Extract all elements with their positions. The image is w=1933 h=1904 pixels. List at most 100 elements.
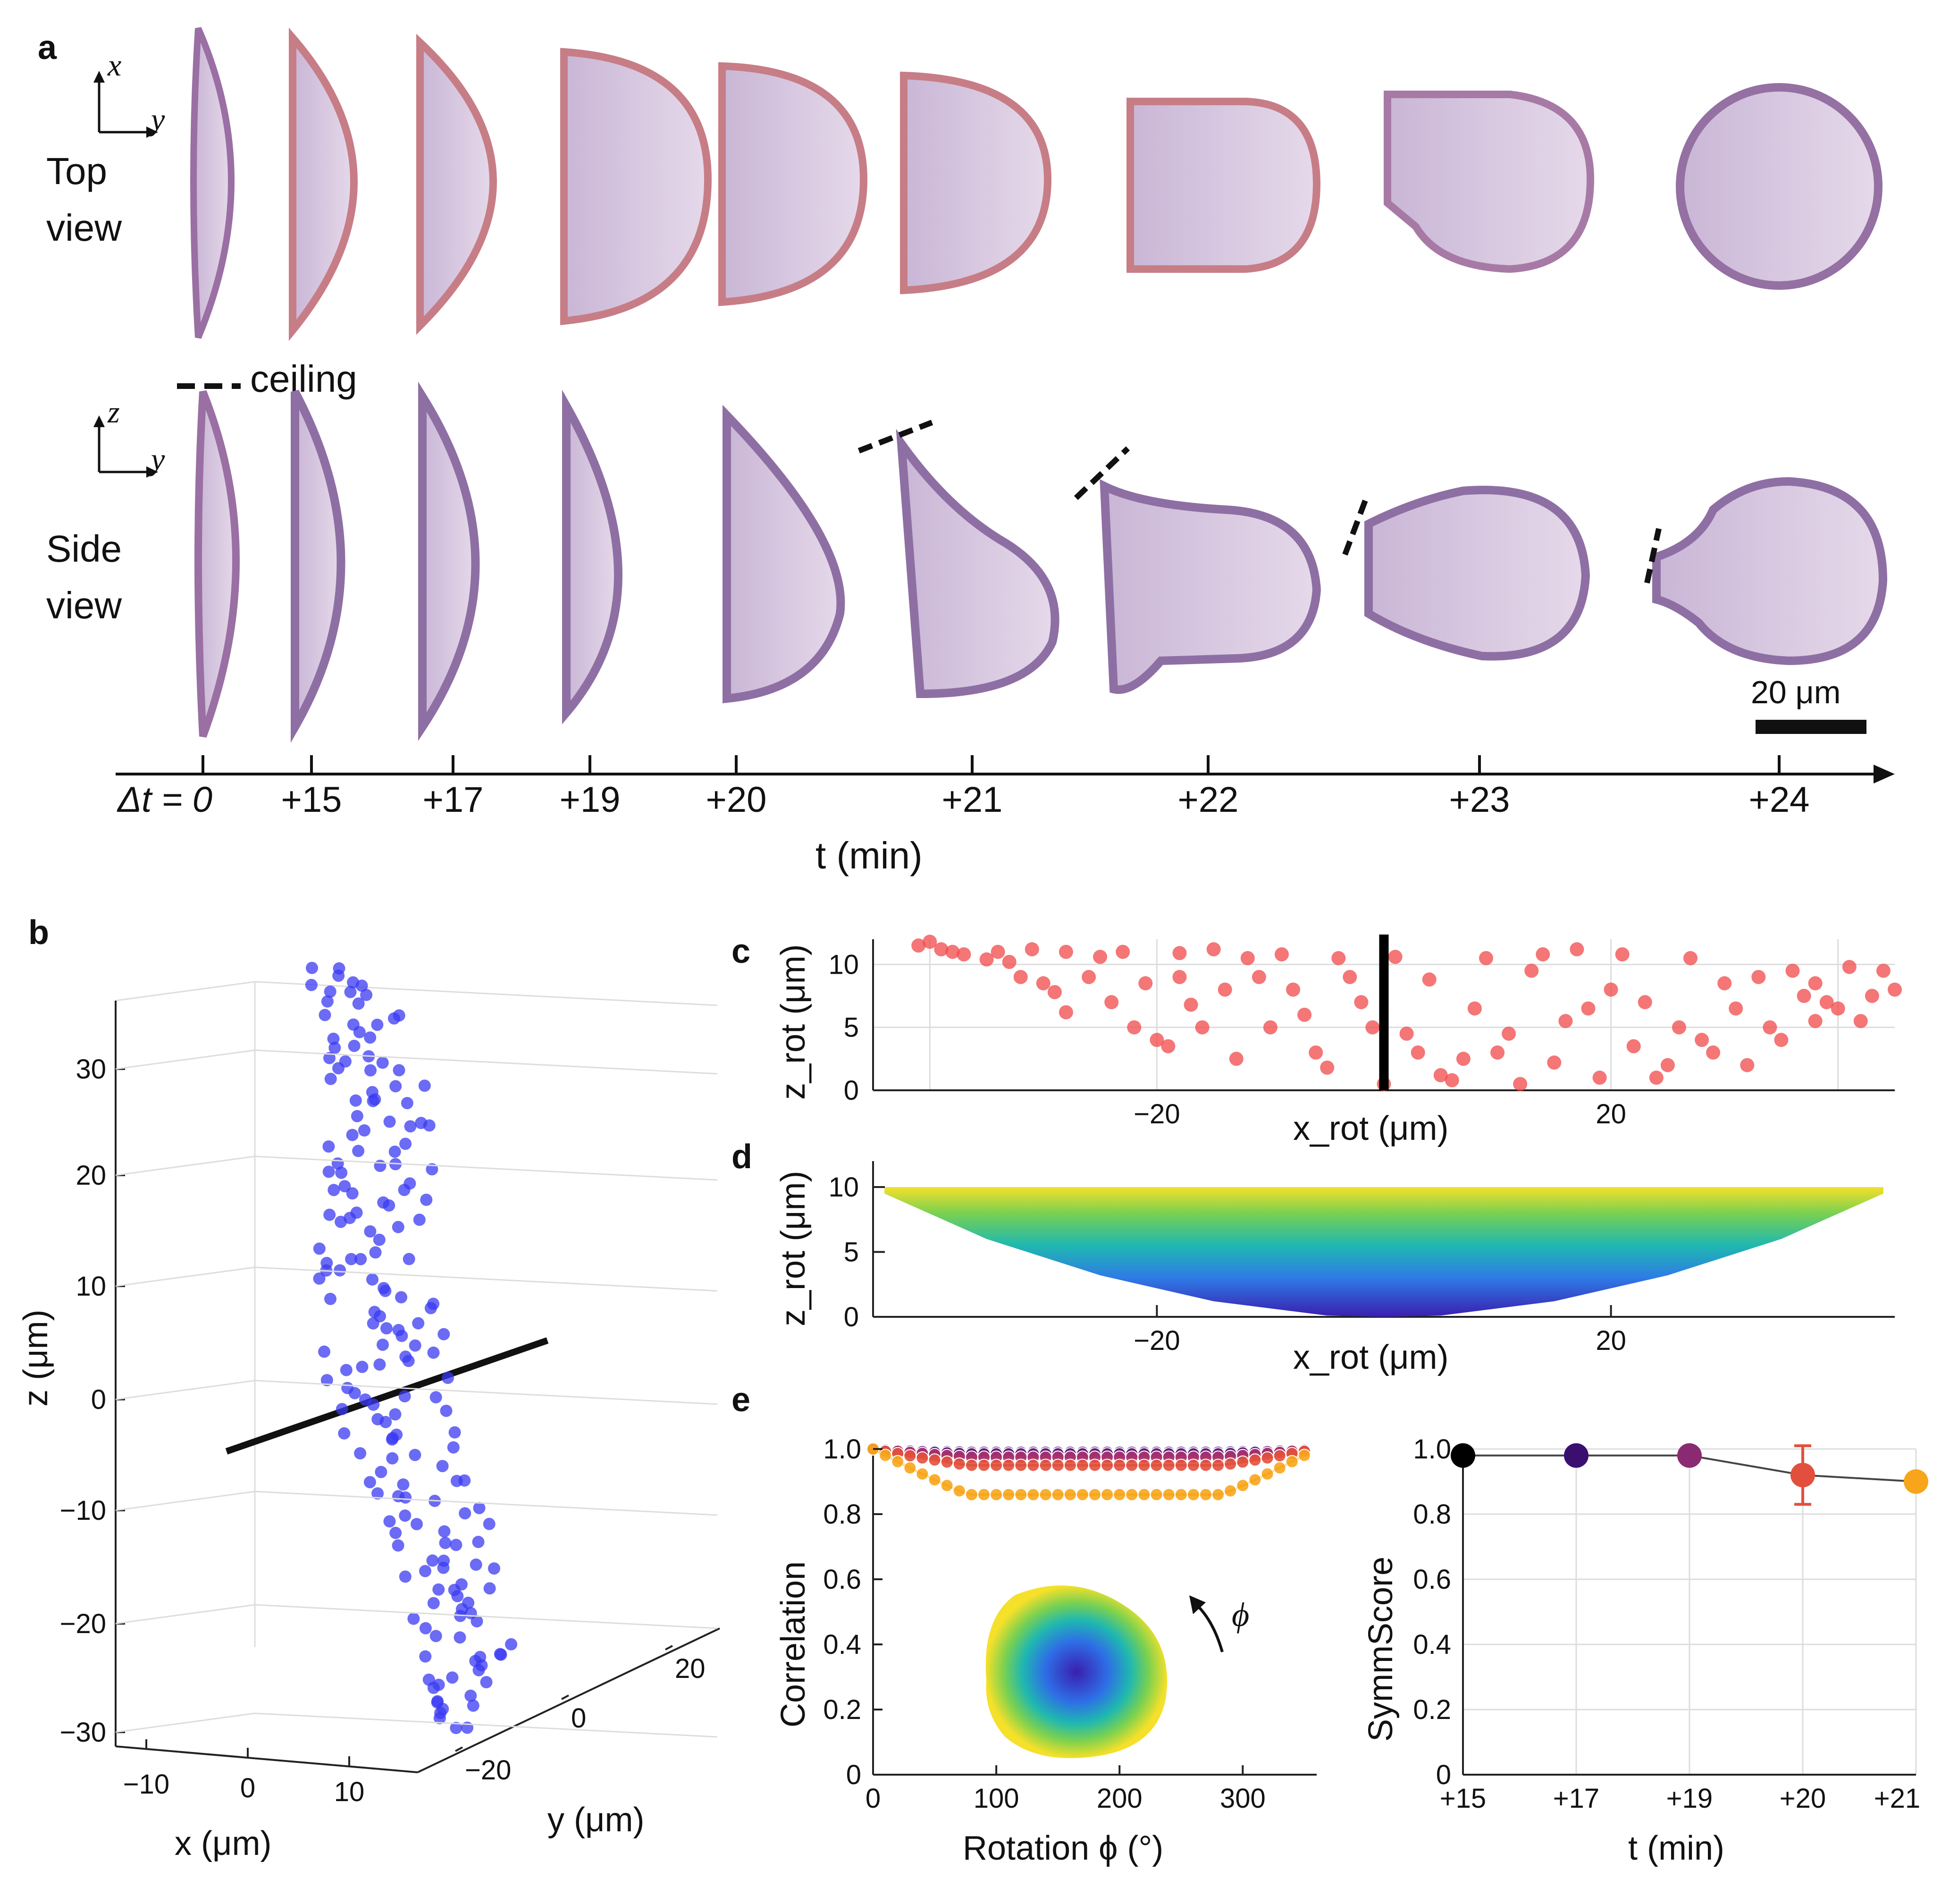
b-point-111	[336, 1403, 348, 1415]
time-axis-arrow	[1874, 765, 1895, 784]
e-right-x-ticklabel-1: +17	[1553, 1783, 1599, 1814]
b-point-149	[437, 1554, 450, 1567]
b-point-33	[369, 1093, 381, 1106]
e-left-point-4-6	[940, 1479, 954, 1492]
c-point-12	[1059, 944, 1073, 959]
e-right-point-3	[1790, 1463, 1815, 1488]
top-cell-2	[416, 34, 497, 335]
b-point-109	[367, 1399, 380, 1411]
top-view-label-2: view	[46, 207, 122, 249]
c-point-69	[1695, 1033, 1709, 1047]
b-point-81	[324, 1293, 336, 1305]
b-point-72	[403, 1253, 415, 1265]
b-point-99	[402, 1355, 415, 1367]
side-view-label-2: view	[46, 584, 122, 626]
side-cell-8	[1652, 477, 1888, 666]
e-left-x-ticklabel-3: 300	[1220, 1783, 1266, 1814]
c-point-33	[1286, 982, 1301, 997]
panel-label-b: b	[28, 914, 49, 952]
b-point-42	[346, 1129, 359, 1141]
c-point-20	[1150, 1033, 1164, 1047]
e-left-point-4-24	[1162, 1488, 1176, 1501]
b-point-172	[419, 1650, 432, 1663]
panel-b-points	[305, 961, 518, 1734]
b-point-142	[472, 1535, 485, 1548]
top-cell-3	[560, 48, 712, 325]
b-point-162	[407, 1612, 420, 1625]
c-x-ticklabel-0: −20	[1134, 1099, 1180, 1129]
c-point-72	[1729, 1001, 1743, 1016]
c-point-2	[934, 942, 949, 957]
c-point-48	[1456, 1052, 1471, 1066]
b-z-grid-3	[115, 1380, 255, 1400]
b-point-138	[483, 1517, 496, 1530]
e-left-y-ticklabel-0: 0	[846, 1760, 861, 1790]
c-y-ticklabel-2: 10	[828, 949, 859, 980]
e-left-point-3-6	[940, 1455, 954, 1469]
b-point-140	[438, 1525, 451, 1538]
b-point-34	[349, 1094, 362, 1107]
b-point-187	[433, 1712, 446, 1725]
e-right-point-1	[1564, 1443, 1588, 1468]
b-z-ticklabel-2: 10	[76, 1271, 106, 1302]
e-left-point-3-13	[1026, 1458, 1040, 1472]
c-point-64	[1638, 995, 1652, 1010]
b-point-90	[367, 1317, 379, 1330]
b-point-136	[399, 1509, 412, 1522]
b-point-181	[464, 1689, 477, 1702]
b-point-165	[419, 1622, 432, 1634]
b-point-182	[467, 1699, 479, 1712]
b-point-16	[327, 1032, 340, 1045]
b-point-135	[459, 1507, 471, 1520]
e-right-point-2	[1677, 1443, 1702, 1468]
c-point-66	[1660, 1058, 1675, 1072]
top-view-cells	[190, 27, 1883, 341]
c-y-ticklabel-1: 5	[844, 1012, 859, 1043]
b-point-5	[324, 986, 336, 998]
b-point-18	[364, 1031, 377, 1044]
e-left-point-4-18	[1088, 1488, 1101, 1501]
e-left-point-4-13	[1026, 1488, 1040, 1501]
e-left-x-ticklabel-2: 200	[1097, 1783, 1143, 1814]
panel-d-chart: 0 5 10 −20 20 x_rot (μm) z_rot (μm)	[774, 1161, 1895, 1376]
c-point-77	[1785, 963, 1800, 978]
b-point-28	[324, 1072, 337, 1085]
b-point-141	[389, 1526, 402, 1539]
b-point-66	[392, 1221, 404, 1233]
c-point-17	[1116, 944, 1130, 959]
c-point-35	[1309, 1045, 1323, 1060]
b-point-180	[427, 1682, 440, 1694]
b-point-48	[374, 1160, 387, 1172]
b-point-69	[313, 1242, 326, 1255]
c-point-1	[923, 935, 937, 949]
c-point-80	[1808, 976, 1823, 991]
c-point-5	[979, 952, 994, 967]
b-point-115	[338, 1427, 351, 1440]
e-left-point-4-4	[916, 1467, 929, 1481]
c-y-label: z_rot (μm)	[774, 944, 812, 1100]
b-point-101	[356, 1361, 369, 1373]
e-left-point-4-29	[1224, 1484, 1237, 1498]
b-point-17	[353, 1026, 366, 1038]
b-point-120	[354, 1447, 367, 1460]
b-point-164	[471, 1615, 483, 1627]
b-point-24	[376, 1056, 389, 1069]
b-point-26	[332, 1062, 345, 1075]
c-point-47	[1445, 1073, 1459, 1087]
c-point-26	[1206, 942, 1221, 957]
c-point-28	[1229, 1052, 1244, 1066]
axis-y-label-top: y	[148, 102, 165, 137]
b-point-133	[399, 1491, 412, 1504]
e-left-point-4-23	[1150, 1488, 1163, 1501]
b-point-38	[423, 1119, 436, 1132]
top-cell-7	[1384, 91, 1595, 273]
b-point-25	[393, 1064, 405, 1077]
b-point-59	[420, 1194, 433, 1206]
e-left-point-3-21	[1125, 1458, 1139, 1472]
b-z-grid-4	[115, 1491, 255, 1511]
b-point-108	[429, 1391, 442, 1404]
b-point-100	[340, 1364, 353, 1376]
e-left-point-4-17	[1076, 1488, 1089, 1501]
side-cell-2	[418, 381, 480, 741]
b-point-176	[472, 1664, 485, 1677]
